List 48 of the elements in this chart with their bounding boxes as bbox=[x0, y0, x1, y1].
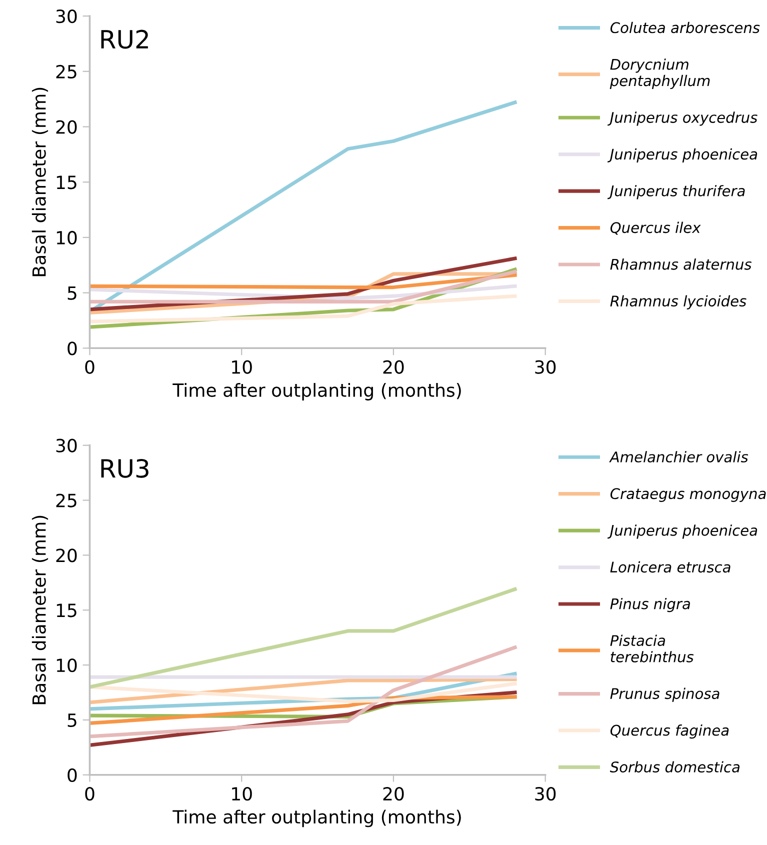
y-tick-label: 5 bbox=[68, 286, 76, 300]
legend-label: Lonicera etrusca bbox=[610, 561, 730, 573]
y-tick-label: 5 bbox=[68, 714, 76, 728]
x-axis-title: Time after outplanting (months) bbox=[172, 810, 461, 828]
legend-label: Pinus nigra bbox=[610, 598, 690, 612]
x-tick-label: 0 bbox=[85, 786, 94, 801]
legend-label: Quercus faginea bbox=[610, 724, 729, 739]
legend-label: Rhamnus lycioides bbox=[610, 295, 746, 310]
legend-label: Prunus spinosa bbox=[610, 688, 720, 702]
y-tick-label: 10 bbox=[56, 658, 77, 672]
line-series bbox=[90, 682, 517, 704]
legend-label: Dorycnium pentaphyllum bbox=[610, 58, 710, 90]
legend-label: Amelanchier ovalis bbox=[609, 451, 748, 462]
legend-label: Quercus ilex bbox=[610, 222, 701, 235]
x-tick-label: 20 bbox=[383, 360, 404, 374]
y-tick-label: 0 bbox=[68, 342, 77, 356]
x-tick-label: 10 bbox=[232, 360, 252, 374]
chart-title: RU2 bbox=[101, 30, 148, 49]
y-tick-label: 0 bbox=[68, 768, 77, 782]
y-tick-label: 10 bbox=[56, 230, 77, 245]
y-tick-label: 15 bbox=[56, 604, 76, 618]
line-series bbox=[90, 646, 517, 738]
x-tick-label: 30 bbox=[535, 360, 556, 374]
legend-label: Juniperus oxycedrus bbox=[607, 112, 758, 126]
legend-label: Juniperus phoenicea bbox=[607, 524, 758, 539]
legend-label: Crataegus monogyna bbox=[610, 488, 766, 502]
x-tick-label: 30 bbox=[535, 786, 556, 801]
legend-label: Pistacia terebinthus bbox=[610, 634, 694, 662]
line-series bbox=[90, 294, 517, 324]
legend-label: Juniperus phoenicea bbox=[607, 148, 758, 162]
y-tick-label: 25 bbox=[56, 64, 76, 79]
legend-label: Colutea arborescens bbox=[610, 22, 760, 34]
y-axis-title: Basal diameter (mm) bbox=[32, 516, 48, 704]
y-tick-label: 20 bbox=[56, 120, 77, 134]
x-axis-title: Time after outplanting (months) bbox=[172, 382, 461, 400]
chart-title: RU3 bbox=[101, 458, 148, 478]
x-tick-label: 0 bbox=[85, 360, 94, 374]
y-axis-title: Basal diameter (mm) bbox=[32, 88, 48, 276]
y-tick-label: 25 bbox=[56, 494, 76, 508]
legend-label: Sorbus domestica bbox=[610, 761, 740, 773]
x-tick-label: 10 bbox=[232, 786, 252, 801]
y-tick-label: 15 bbox=[56, 176, 76, 190]
y-tick-label: 30 bbox=[56, 10, 77, 24]
legend-label: Juniperus thurifera bbox=[607, 185, 745, 200]
y-tick-label: 30 bbox=[56, 438, 77, 452]
legend-label: Rhamnus alaternus bbox=[610, 258, 752, 270]
x-tick-label: 20 bbox=[383, 786, 404, 801]
y-tick-label: 20 bbox=[56, 548, 77, 562]
